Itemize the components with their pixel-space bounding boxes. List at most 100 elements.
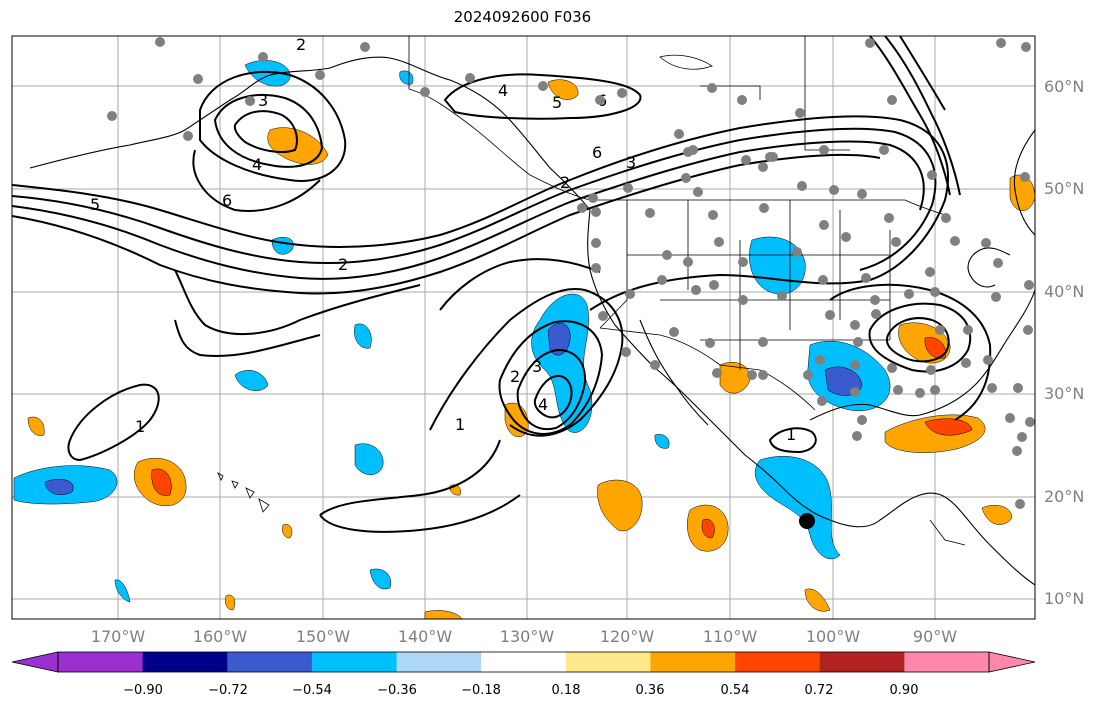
lon-label: 110°W [702,627,758,646]
station-dot [871,309,881,319]
hawaii-islands [217,54,713,513]
station-dot [708,210,718,220]
station-dot [1005,413,1015,423]
station-dot [857,189,867,199]
negative-anomaly-area [654,434,670,449]
colorbar-segment [565,652,651,672]
contour-label: 3 [626,153,636,172]
contour-lines [12,36,992,533]
station-dot [887,95,897,105]
station-dot [941,213,951,223]
contour-label: 4 [498,81,508,100]
station-dot [993,258,1003,268]
station-dot [815,355,825,365]
lon-label: 160°W [192,627,248,646]
station-dot [935,325,945,335]
colorbar-tick-label: 0.18 [551,683,581,698]
contour-labels: 5 2 1 1 1 2 3 4 6 6 4 3 2 5 6 4 3 2 [90,36,796,444]
station-dot [1015,499,1025,509]
negative-anomaly-core [44,479,74,495]
station-dot [674,129,684,139]
colorbar-tick-label: 0.36 [635,683,665,698]
positive-anomaly-area [282,524,293,539]
station-dot [681,173,691,183]
negative-anomaly-area [749,236,806,295]
station-dots [107,37,1035,509]
station-dot [591,238,601,248]
station-dot [792,247,802,257]
station-dot [777,291,787,301]
negative-anomaly-area [354,323,372,349]
positive-anomaly-area [547,79,579,100]
contour-label: 2 [510,367,520,386]
station-dot [996,38,1006,48]
station-dot [841,232,851,242]
station-dot [915,388,925,398]
positive-anomaly-area [804,588,831,612]
station-dot [747,370,757,380]
station-dot [925,267,935,277]
contour-label: 1 [135,417,145,436]
lat-label: 10°N [1044,589,1085,608]
station-dot [650,360,660,370]
station-dot [950,236,960,246]
station-dot [870,295,880,305]
colorbar-tick-label: −0.18 [461,683,501,698]
station-dot [926,365,936,375]
station-dot [884,213,894,223]
station-dot [623,183,633,193]
station-dot [857,415,867,425]
lon-label: 140°W [397,627,453,646]
colorbar-tick-label: −0.90 [123,683,163,698]
colorbar-segment [142,652,228,672]
colorbar-tick-label: 0.90 [889,683,919,698]
contour-label: 1 [786,425,796,444]
positive-anomaly-area [981,505,1013,525]
station-dot [691,285,701,295]
station-dot [803,370,813,380]
positive-anomaly-core [924,337,946,359]
contour-label: 6 [222,191,232,210]
negative-anomaly-area [114,579,131,603]
station-dot [645,208,655,218]
positive-anomaly-area [225,594,236,611]
station-dot [538,81,548,91]
station-dot [360,42,370,52]
station-dot [598,311,608,321]
station-dot [657,275,667,285]
contour-label: 6 [592,143,602,162]
station-dot [1024,280,1034,290]
colorbar-segment [481,652,567,672]
contour-label: 4 [252,155,262,174]
station-dot [245,96,255,106]
station-dot [737,95,747,105]
station-dot [817,396,827,406]
colorbar-extend-max [988,651,1036,673]
station-dot [865,38,875,48]
station-dot [577,203,587,213]
map-title: 2024092600 F036 [453,8,592,26]
station-dot [669,327,679,337]
station-dot [819,145,829,155]
station-dot [893,385,903,395]
station-dot [758,337,768,347]
station-dot [850,360,860,370]
station-dot [683,257,693,267]
positive-anomaly-area [267,127,329,165]
contour-label: 3 [532,357,542,376]
station-dot [963,325,973,335]
lon-label: 170°W [90,627,146,646]
negative-anomaly-area [234,370,269,391]
colorbar-segment [227,652,313,672]
station-dot [688,145,698,155]
map-frame [11,35,1036,620]
station-dot [662,250,672,260]
station-dot [258,52,268,62]
positive-anomaly-core [701,518,715,539]
colorbar-outline [57,651,990,673]
station-dot [1023,325,1033,335]
station-dot [819,220,829,230]
station-dot [981,238,991,248]
colorbar-segment [311,652,398,672]
